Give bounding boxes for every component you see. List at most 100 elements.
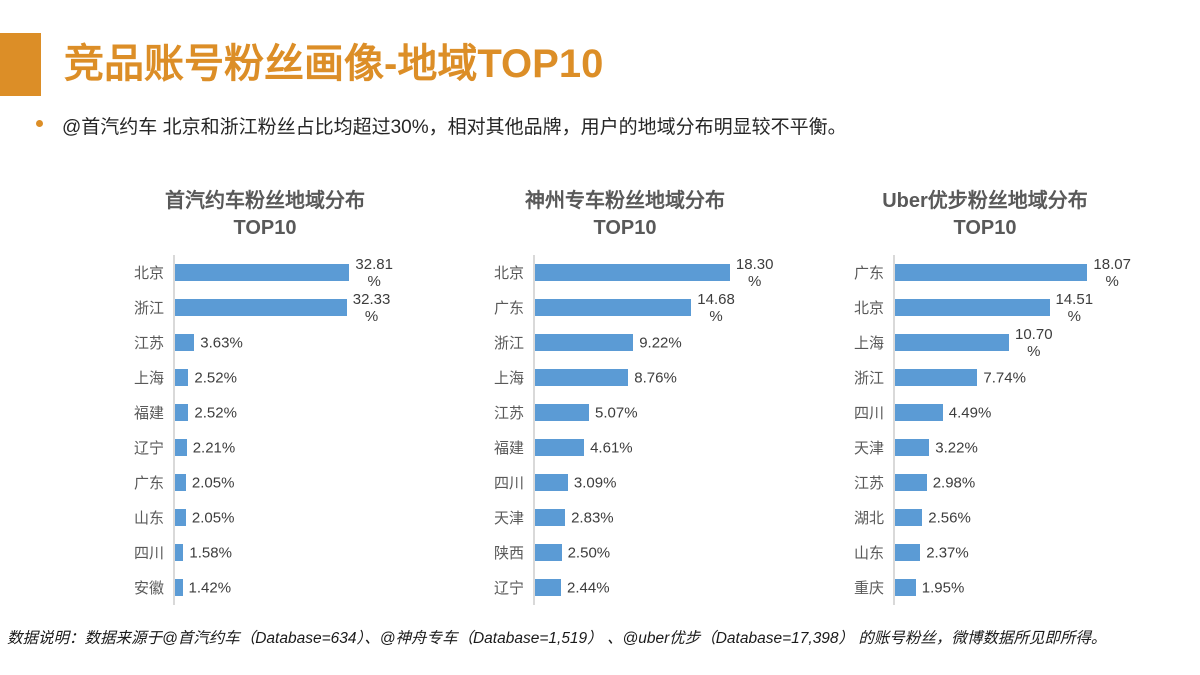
bar	[535, 369, 629, 386]
bar-row: 陕西 2.50%	[465, 535, 785, 570]
bar-row: 江苏 2.98%	[825, 465, 1145, 500]
bar-row: 北京 14.51%	[825, 290, 1145, 325]
bar	[535, 509, 566, 526]
bar	[175, 544, 184, 561]
category-label: 四川	[853, 405, 884, 422]
bar-track: 18.07%	[893, 255, 1145, 290]
bar-track: 2.05%	[173, 500, 425, 535]
bar-row: 安徽 1.42%	[105, 570, 425, 605]
bar	[175, 299, 347, 316]
category-label: 江苏	[493, 405, 524, 422]
value-label: 32.81%	[355, 255, 393, 290]
bar	[175, 439, 187, 456]
bar-row: 北京 32.81%	[105, 255, 425, 290]
bar-track: 2.44%	[533, 570, 785, 605]
value-label: 18.07%	[1093, 255, 1131, 290]
bar-row: 辽宁 2.21%	[105, 430, 425, 465]
bar-row: 浙江 7.74%	[825, 360, 1145, 395]
bar	[175, 509, 186, 526]
page-title: 竞品账号粉丝画像-地域TOP10	[64, 42, 604, 86]
bar	[535, 579, 561, 596]
data-source-note: 数据说明：数据来源于@首汽约车（Database=634）、@神舟专车（Data…	[7, 630, 1107, 647]
bar-row: 浙江 32.33%	[105, 290, 425, 325]
category-label: 北京	[493, 265, 524, 282]
category-label: 福建	[493, 440, 524, 457]
bar-track: 1.58%	[173, 535, 425, 570]
category-label: 山东	[853, 545, 884, 562]
bar-row: 重庆 1.95%	[825, 570, 1145, 605]
category-label: 广东	[493, 300, 524, 317]
value-label: 32.33%	[352, 290, 391, 325]
category-label: 上海	[853, 335, 884, 352]
value-label: 2.05%	[191, 509, 235, 526]
bar-row: 福建 2.52%	[105, 395, 425, 430]
bar-track: 1.95%	[893, 570, 1145, 605]
bar-row: 江苏 3.63%	[105, 325, 425, 360]
bar-track: 18.30%	[533, 255, 785, 290]
value-label: 2.44%	[567, 579, 610, 596]
category-label: 安徽	[133, 580, 164, 597]
bar	[535, 299, 692, 316]
category-label: 天津	[493, 510, 524, 527]
bar-track: 32.33%	[173, 290, 425, 325]
plot-area: 广东 18.07% 北京 14.51% 上海 10.70% 浙江 7.74% 四川 4.49% 天津…	[825, 255, 1145, 605]
value-label: 1.42%	[188, 579, 232, 596]
bar-track: 10.70%	[893, 325, 1145, 360]
bar-row: 浙江 9.22%	[465, 325, 785, 360]
charts-row: 首汽约车粉丝地域分布 TOP10 北京 32.81% 浙江 32.33% 江苏 3.63% 上海…	[105, 188, 1145, 605]
bar-track: 1.42%	[173, 570, 425, 605]
bar	[895, 439, 930, 456]
category-label: 北京	[853, 300, 884, 317]
bar	[535, 264, 730, 281]
bar-track: 9.22%	[533, 325, 785, 360]
category-label: 浙江	[133, 300, 164, 317]
bar-row: 湖北 2.56%	[825, 500, 1145, 535]
bar-track: 14.68%	[533, 290, 785, 325]
bar-track: 3.09%	[533, 465, 785, 500]
bar-row: 广东 14.68%	[465, 290, 785, 325]
bar-track: 32.81%	[173, 255, 425, 290]
value-label: 8.76%	[634, 369, 677, 386]
bar-track: 3.63%	[173, 325, 425, 360]
chart-title: Uber优步粉丝地域分布 TOP10	[882, 190, 1088, 239]
value-label: 14.51%	[1055, 290, 1094, 325]
value-label: 10.70%	[1015, 325, 1053, 360]
bar	[175, 579, 183, 596]
category-label: 浙江	[853, 370, 884, 387]
bar	[895, 334, 1009, 351]
bar-track: 4.49%	[893, 395, 1145, 430]
category-label: 四川	[133, 545, 164, 562]
bar	[175, 334, 195, 351]
bar-track: 4.61%	[533, 430, 785, 465]
bar	[895, 579, 916, 596]
value-label: 3.09%	[573, 474, 617, 491]
bar-row: 四川 1.58%	[105, 535, 425, 570]
bar-track: 2.56%	[893, 500, 1145, 535]
bar-row: 上海 10.70%	[825, 325, 1145, 360]
value-label: 2.56%	[928, 509, 971, 526]
bar-row: 天津 3.22%	[825, 430, 1145, 465]
bar-row: 辽宁 2.44%	[465, 570, 785, 605]
bar-chart: Uber优步粉丝地域分布 TOP10 广东 18.07% 北京 14.51% 上海 10.70…	[825, 188, 1145, 605]
bar	[895, 509, 923, 526]
category-label: 天津	[853, 440, 884, 457]
bar	[895, 369, 978, 386]
bar	[175, 404, 189, 421]
category-label: 广东	[853, 265, 884, 282]
category-label: 陕西	[493, 545, 524, 562]
category-label: 上海	[133, 370, 164, 387]
category-label: 重庆	[853, 580, 884, 597]
category-label: 辽宁	[133, 440, 164, 457]
title-accent-square	[0, 33, 41, 96]
bar-track: 2.50%	[533, 535, 785, 570]
bar	[895, 404, 943, 421]
bar-row: 江苏 5.07%	[465, 395, 785, 430]
bar-track: 2.83%	[533, 500, 785, 535]
bar-track: 2.05%	[173, 465, 425, 500]
value-label: 2.83%	[571, 509, 614, 526]
chart-title: 神州专车粉丝地域分布 TOP10	[525, 190, 725, 239]
bar	[175, 369, 189, 386]
bar-row: 山东 2.05%	[105, 500, 425, 535]
value-label: 3.22%	[935, 439, 978, 456]
bar-track: 2.37%	[893, 535, 1145, 570]
